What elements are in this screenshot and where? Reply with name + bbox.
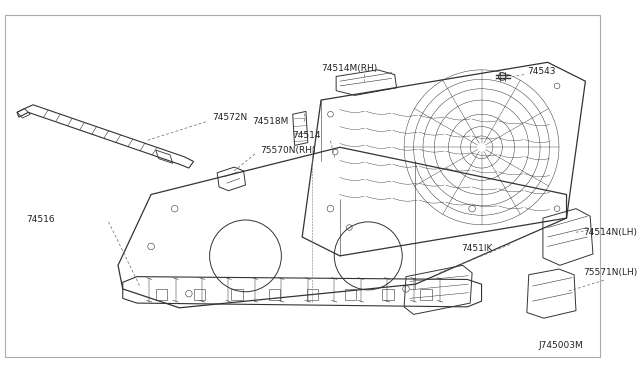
Text: 7451IK: 7451IK <box>461 244 492 253</box>
Text: 75570N(RH): 75570N(RH) <box>260 145 316 155</box>
Text: 74514: 74514 <box>292 131 321 141</box>
Text: 74514N(LH): 74514N(LH) <box>584 228 637 237</box>
Text: 74518M: 74518M <box>253 117 289 126</box>
Text: 75571N(LH): 75571N(LH) <box>584 268 638 278</box>
Text: 74514M(RH): 74514M(RH) <box>321 64 378 73</box>
Text: 74516: 74516 <box>26 215 55 224</box>
Text: J745003M: J745003M <box>538 341 583 350</box>
Text: 74572N: 74572N <box>212 113 248 122</box>
Text: 74543: 74543 <box>527 67 556 76</box>
